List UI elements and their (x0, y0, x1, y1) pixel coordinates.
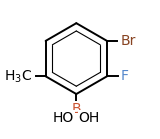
Text: F: F (121, 69, 129, 83)
Text: OH: OH (79, 111, 100, 125)
Text: B: B (72, 102, 81, 116)
Text: Br: Br (121, 34, 136, 48)
Text: HO: HO (53, 111, 74, 125)
Text: H$_3$C: H$_3$C (4, 68, 32, 85)
